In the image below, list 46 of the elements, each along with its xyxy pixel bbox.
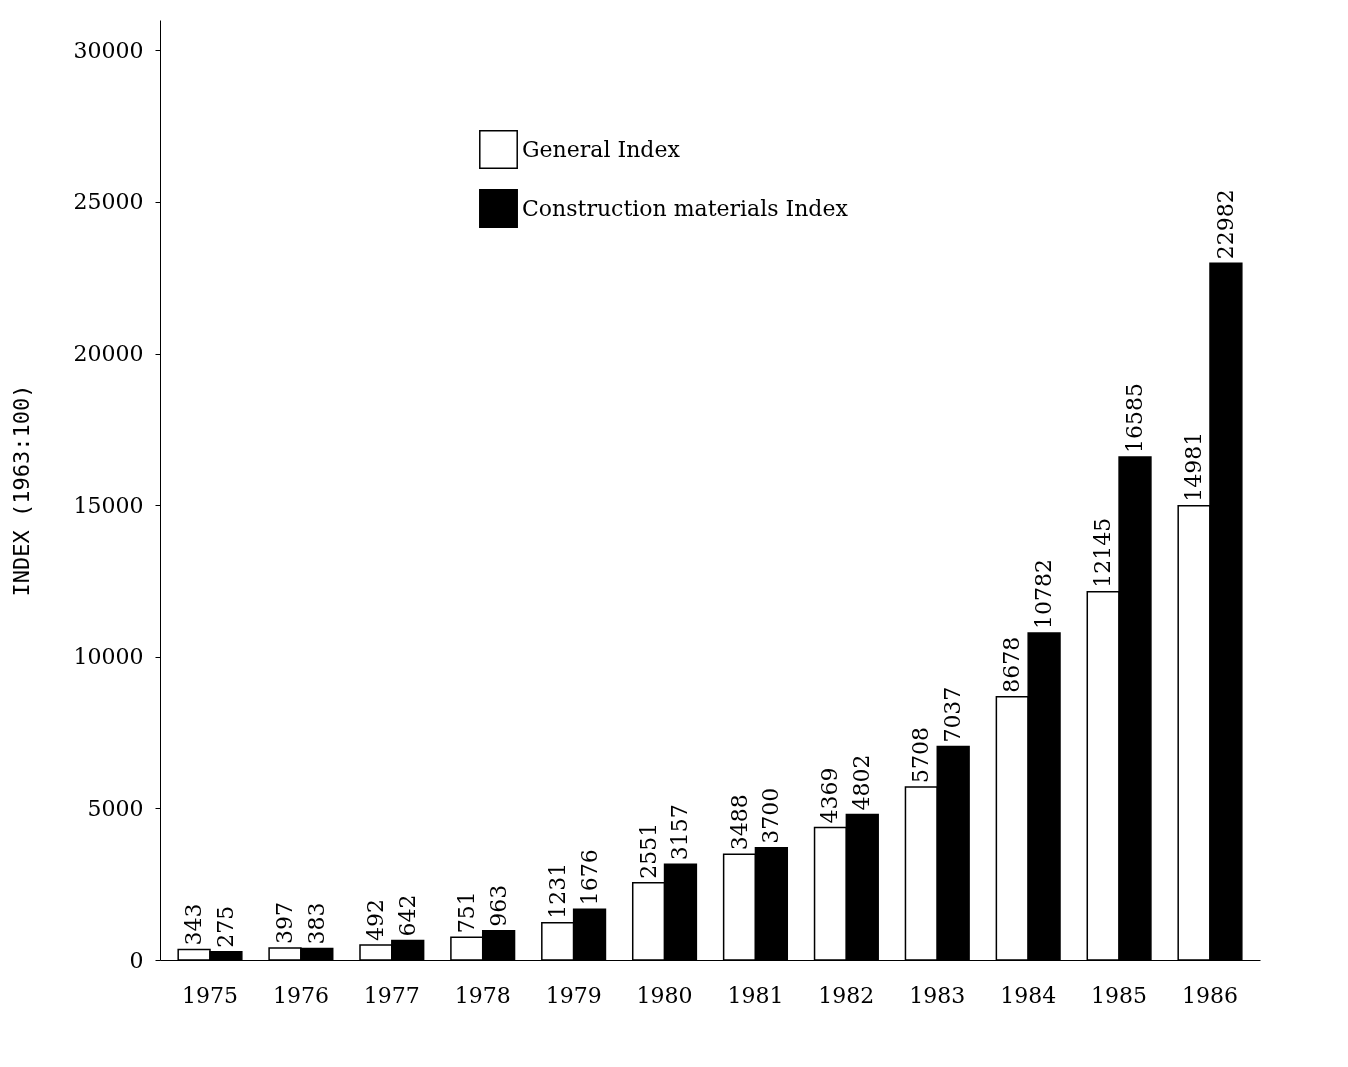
data-label: 5708 [908, 726, 934, 783]
x-tick-label: 1984 [1000, 982, 1057, 1008]
y-tick-label: 10000 [73, 644, 144, 670]
data-label: 383 [303, 902, 329, 945]
x-tick-label: 1979 [545, 982, 602, 1008]
y-tick-label: 15000 [73, 492, 144, 518]
x-tick-label: 1980 [636, 982, 693, 1008]
data-label: 1231 [544, 862, 570, 919]
y-tick-label: 25000 [73, 189, 144, 215]
y-tick-label: 30000 [73, 37, 144, 63]
x-tick-label: 1975 [182, 982, 238, 1008]
data-label: 275 [212, 905, 238, 948]
data-label: 397 [272, 901, 297, 944]
data-label: 1676 [576, 849, 602, 906]
x-tick-label: 1985 [1091, 982, 1148, 1008]
x-tick-label: 1986 [1182, 982, 1238, 1008]
data-label: 14981 [1181, 431, 1207, 502]
x-tick-label: 1978 [454, 982, 511, 1008]
y-tick-label: 0 [129, 947, 144, 973]
data-label: 12145 [1090, 517, 1116, 588]
data-label: 751 [453, 891, 479, 934]
x-tick-label: 1983 [909, 982, 966, 1008]
y-tick-label: 5000 [87, 795, 144, 821]
x-tick-label: 1977 [363, 982, 420, 1008]
data-label: 3700 [758, 787, 784, 844]
data-label: 642 [394, 894, 420, 937]
data-label: 963 [485, 884, 511, 927]
data-label: 8678 [999, 636, 1025, 693]
data-label: 2551 [635, 822, 661, 879]
x-tick-label: 1982 [818, 982, 875, 1008]
data-label: 3488 [726, 794, 752, 851]
data-label: 3157 [667, 804, 693, 861]
data-label: 22982 [1212, 189, 1238, 260]
x-tick-label: 1981 [727, 982, 784, 1008]
y-axis-title: INDEX (1963:100) [8, 384, 34, 597]
legend-label: General Index [522, 136, 681, 162]
data-label: 7037 [940, 686, 966, 743]
data-label: 4369 [817, 767, 843, 824]
x-tick-label: 1976 [272, 982, 329, 1008]
data-label: 10782 [1031, 559, 1057, 630]
data-label: 16585 [1122, 383, 1147, 454]
data-label: 4802 [849, 754, 875, 811]
y-tick-label: 20000 [73, 341, 144, 367]
legend-label: Construction materials Index [522, 195, 849, 221]
data-label: 492 [362, 899, 388, 942]
data-label: 343 [181, 903, 207, 946]
